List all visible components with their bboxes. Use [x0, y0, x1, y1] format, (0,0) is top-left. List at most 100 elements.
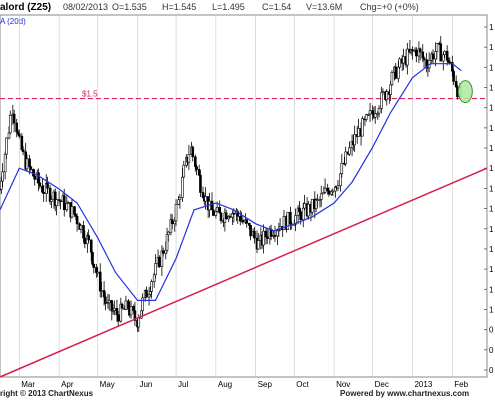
candle-body: [323, 187, 327, 193]
y-tick-label: 1: [489, 124, 494, 133]
candle-body: [133, 310, 137, 321]
candle-body: [380, 92, 383, 109]
candle-body: [357, 128, 360, 137]
candle-body: [164, 249, 168, 254]
candle-body: [339, 173, 342, 187]
candle-body: [336, 185, 340, 189]
candle-body: [397, 66, 400, 79]
ma-legend-label: A (20d): [0, 17, 26, 26]
x-tick-label: Dec: [375, 380, 389, 389]
candle-body: [327, 190, 331, 195]
candle-body: [435, 42, 439, 52]
y-tick-label: 1: [489, 245, 494, 254]
candle-body: [201, 192, 205, 198]
candle-body: [253, 231, 256, 239]
candle-body: [104, 296, 107, 304]
candle-body: [443, 50, 446, 56]
candlestick-series: [0, 36, 462, 332]
candle-body: [82, 225, 85, 239]
candle-body: [264, 230, 268, 238]
x-tick-label: Feb: [454, 380, 468, 389]
candle-body: [228, 216, 232, 218]
candle-body: [174, 204, 178, 222]
x-tick-label: Oct: [296, 380, 309, 389]
candle-body: [38, 182, 42, 187]
candle-body: [224, 212, 228, 220]
highlight-marker: [457, 80, 473, 104]
candle-body: [307, 204, 310, 217]
candle-body: [46, 182, 49, 189]
y-tick-label: 0: [489, 326, 494, 335]
candle-body: [191, 146, 195, 158]
y-tick-label: 1: [489, 225, 494, 234]
y-tick-label: 1: [489, 285, 494, 294]
candle-body: [422, 57, 426, 61]
y-tick-label: 1: [489, 205, 494, 214]
candle-body: [212, 209, 215, 216]
candle-body: [1, 171, 4, 182]
y-tick-label: 1: [489, 164, 494, 173]
candle-body: [113, 308, 116, 311]
x-tick-label: Sep: [258, 380, 273, 389]
candle-body: [73, 206, 76, 215]
candle-body: [415, 49, 418, 57]
candle-body: [421, 51, 425, 59]
candle-body: [319, 193, 323, 200]
candle-body: [371, 110, 374, 115]
candle-body: [245, 219, 249, 224]
candle-body: [377, 107, 381, 114]
candle-body: [381, 91, 385, 94]
x-tick-label: Nov: [336, 380, 350, 389]
candle-body: [182, 164, 186, 178]
candle-body: [331, 190, 335, 193]
candle-body: [452, 70, 455, 82]
header-low: L=1.495: [212, 2, 245, 12]
candle-body: [299, 211, 302, 220]
candle-body: [286, 211, 290, 230]
header-bar: alord (Z25) 08/02/2013 O=1.535 H=1.545 L…: [0, 2, 419, 13]
candle-body: [0, 180, 3, 190]
x-tick-label: Mar: [21, 380, 35, 389]
candle-body: [170, 219, 174, 225]
candle-body: [394, 66, 398, 79]
candle-body: [204, 196, 207, 202]
candle-body: [110, 300, 114, 312]
candle-body: [256, 240, 260, 250]
trend-line: [0, 167, 488, 378]
candle-body: [303, 203, 306, 209]
x-tick-label: May: [100, 380, 115, 389]
candle-body: [37, 172, 40, 184]
candle-body: [158, 256, 161, 267]
x-tick-label: Jul: [178, 380, 188, 389]
candle-body: [249, 224, 252, 237]
candle-body: [42, 192, 45, 194]
candle-body: [262, 230, 265, 246]
candle-body: [12, 113, 16, 124]
candle-body: [5, 137, 8, 155]
candle-body: [310, 198, 314, 213]
candle-body: [389, 84, 392, 95]
candle-body: [448, 61, 452, 64]
candle-body: [353, 134, 356, 146]
candle-body: [150, 281, 153, 292]
candle-body: [364, 114, 368, 120]
plot-frame: [0, 14, 488, 378]
candle-body: [316, 199, 319, 201]
candle-body: [147, 293, 151, 298]
candle-body: [55, 199, 58, 206]
candle-body: [33, 175, 36, 180]
y-tick-label: 1: [489, 63, 494, 72]
x-tick-label: Jun: [139, 380, 152, 389]
moving-average-line: [0, 63, 462, 301]
candle-body: [210, 200, 214, 211]
candle-body: [195, 166, 198, 170]
candle-body: [187, 154, 191, 163]
x-tick-label: Aug: [218, 380, 232, 389]
y-tick-label: 1: [489, 104, 494, 113]
candle-body: [326, 187, 329, 192]
candle-body: [178, 197, 182, 201]
candle-body: [314, 199, 318, 209]
header-change: Chg=+0 (+0%): [360, 2, 419, 12]
candle-body: [348, 147, 351, 155]
symbol-title: alord (Z25): [0, 2, 51, 13]
